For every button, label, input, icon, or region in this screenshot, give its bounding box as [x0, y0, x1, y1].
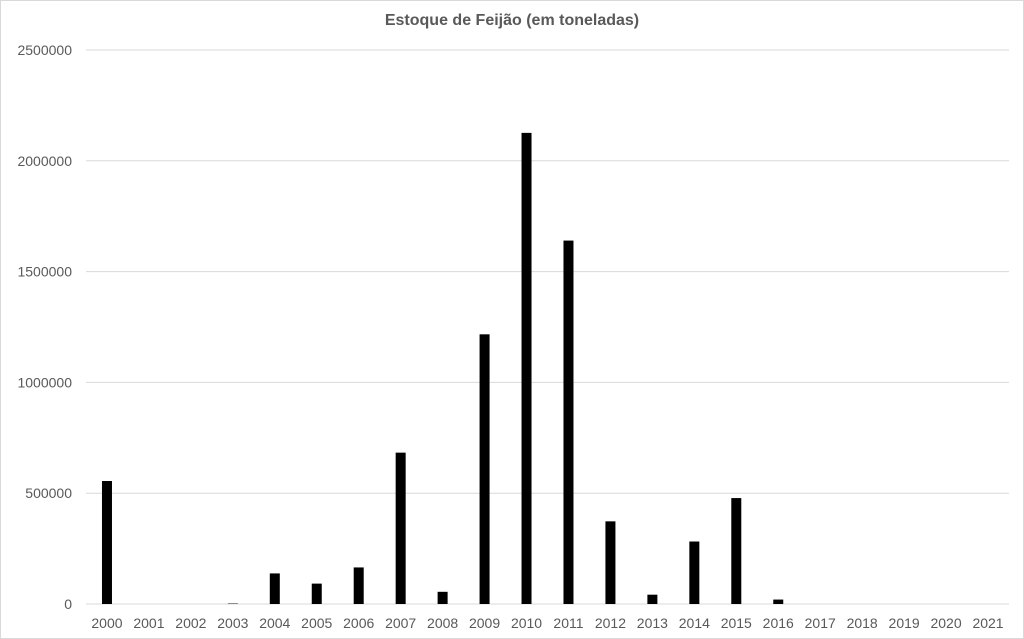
- y-axis-ticks: 0 500000 1000000 1500000 2000000 2500000: [17, 42, 72, 612]
- x-tick-label: 2010: [511, 615, 542, 631]
- bar-2006: [353, 567, 364, 604]
- chart-title: Estoque de Feijão (em toneladas): [384, 12, 640, 29]
- y-tick-label: 2500000: [17, 42, 72, 58]
- bar-2015: [731, 498, 742, 604]
- x-tick-label: 2019: [889, 615, 920, 631]
- bar-2004: [269, 573, 280, 604]
- x-tick-label: 2008: [427, 615, 458, 631]
- x-tick-label: 2014: [679, 615, 710, 631]
- bar-2007: [395, 452, 406, 604]
- x-tick-label: 2011: [553, 615, 583, 631]
- bar-2000: [101, 481, 112, 604]
- bar-2008: [437, 591, 448, 604]
- bars: [101, 132, 784, 605]
- y-tick-label: 0: [64, 596, 72, 612]
- x-tick-label: 2001: [133, 615, 164, 631]
- bar-2016: [773, 599, 784, 604]
- y-tick-label: 1000000: [17, 374, 72, 390]
- bar-2012: [605, 521, 616, 604]
- x-tick-label: 2003: [217, 615, 248, 631]
- x-tick-label: 2007: [385, 615, 416, 631]
- x-tick-label: 2013: [637, 615, 668, 631]
- x-tick-label: 2018: [847, 615, 878, 631]
- y-tick-label: 1500000: [17, 264, 72, 280]
- y-tick-label: 2000000: [17, 153, 72, 169]
- bar-2009: [479, 334, 490, 604]
- x-tick-label: 2016: [763, 615, 794, 631]
- x-tick-label: 2005: [301, 615, 332, 631]
- x-tick-label: 2020: [930, 615, 961, 631]
- x-tick-label: 2015: [721, 615, 752, 631]
- x-tick-label: 2012: [595, 615, 626, 631]
- y-tick-label: 500000: [25, 485, 72, 501]
- gridlines: [86, 49, 1009, 605]
- x-tick-label: 2009: [469, 615, 500, 631]
- x-tick-label: 2000: [91, 615, 122, 631]
- bar-2013: [647, 594, 658, 604]
- x-axis-ticks: 2000 2001 2002 2003 2004 2005 2006 2007 2008 2009…: [91, 615, 1003, 631]
- bar-2011: [563, 240, 574, 605]
- bar-2005: [311, 583, 322, 604]
- x-tick-label: 2017: [805, 615, 836, 631]
- x-tick-label: 2021: [972, 615, 1003, 631]
- x-tick-label: 2006: [343, 615, 374, 631]
- bar-2014: [689, 541, 700, 604]
- bar-2010: [521, 132, 532, 604]
- x-tick-label: 2004: [259, 615, 290, 631]
- x-tick-label: 2002: [175, 615, 206, 631]
